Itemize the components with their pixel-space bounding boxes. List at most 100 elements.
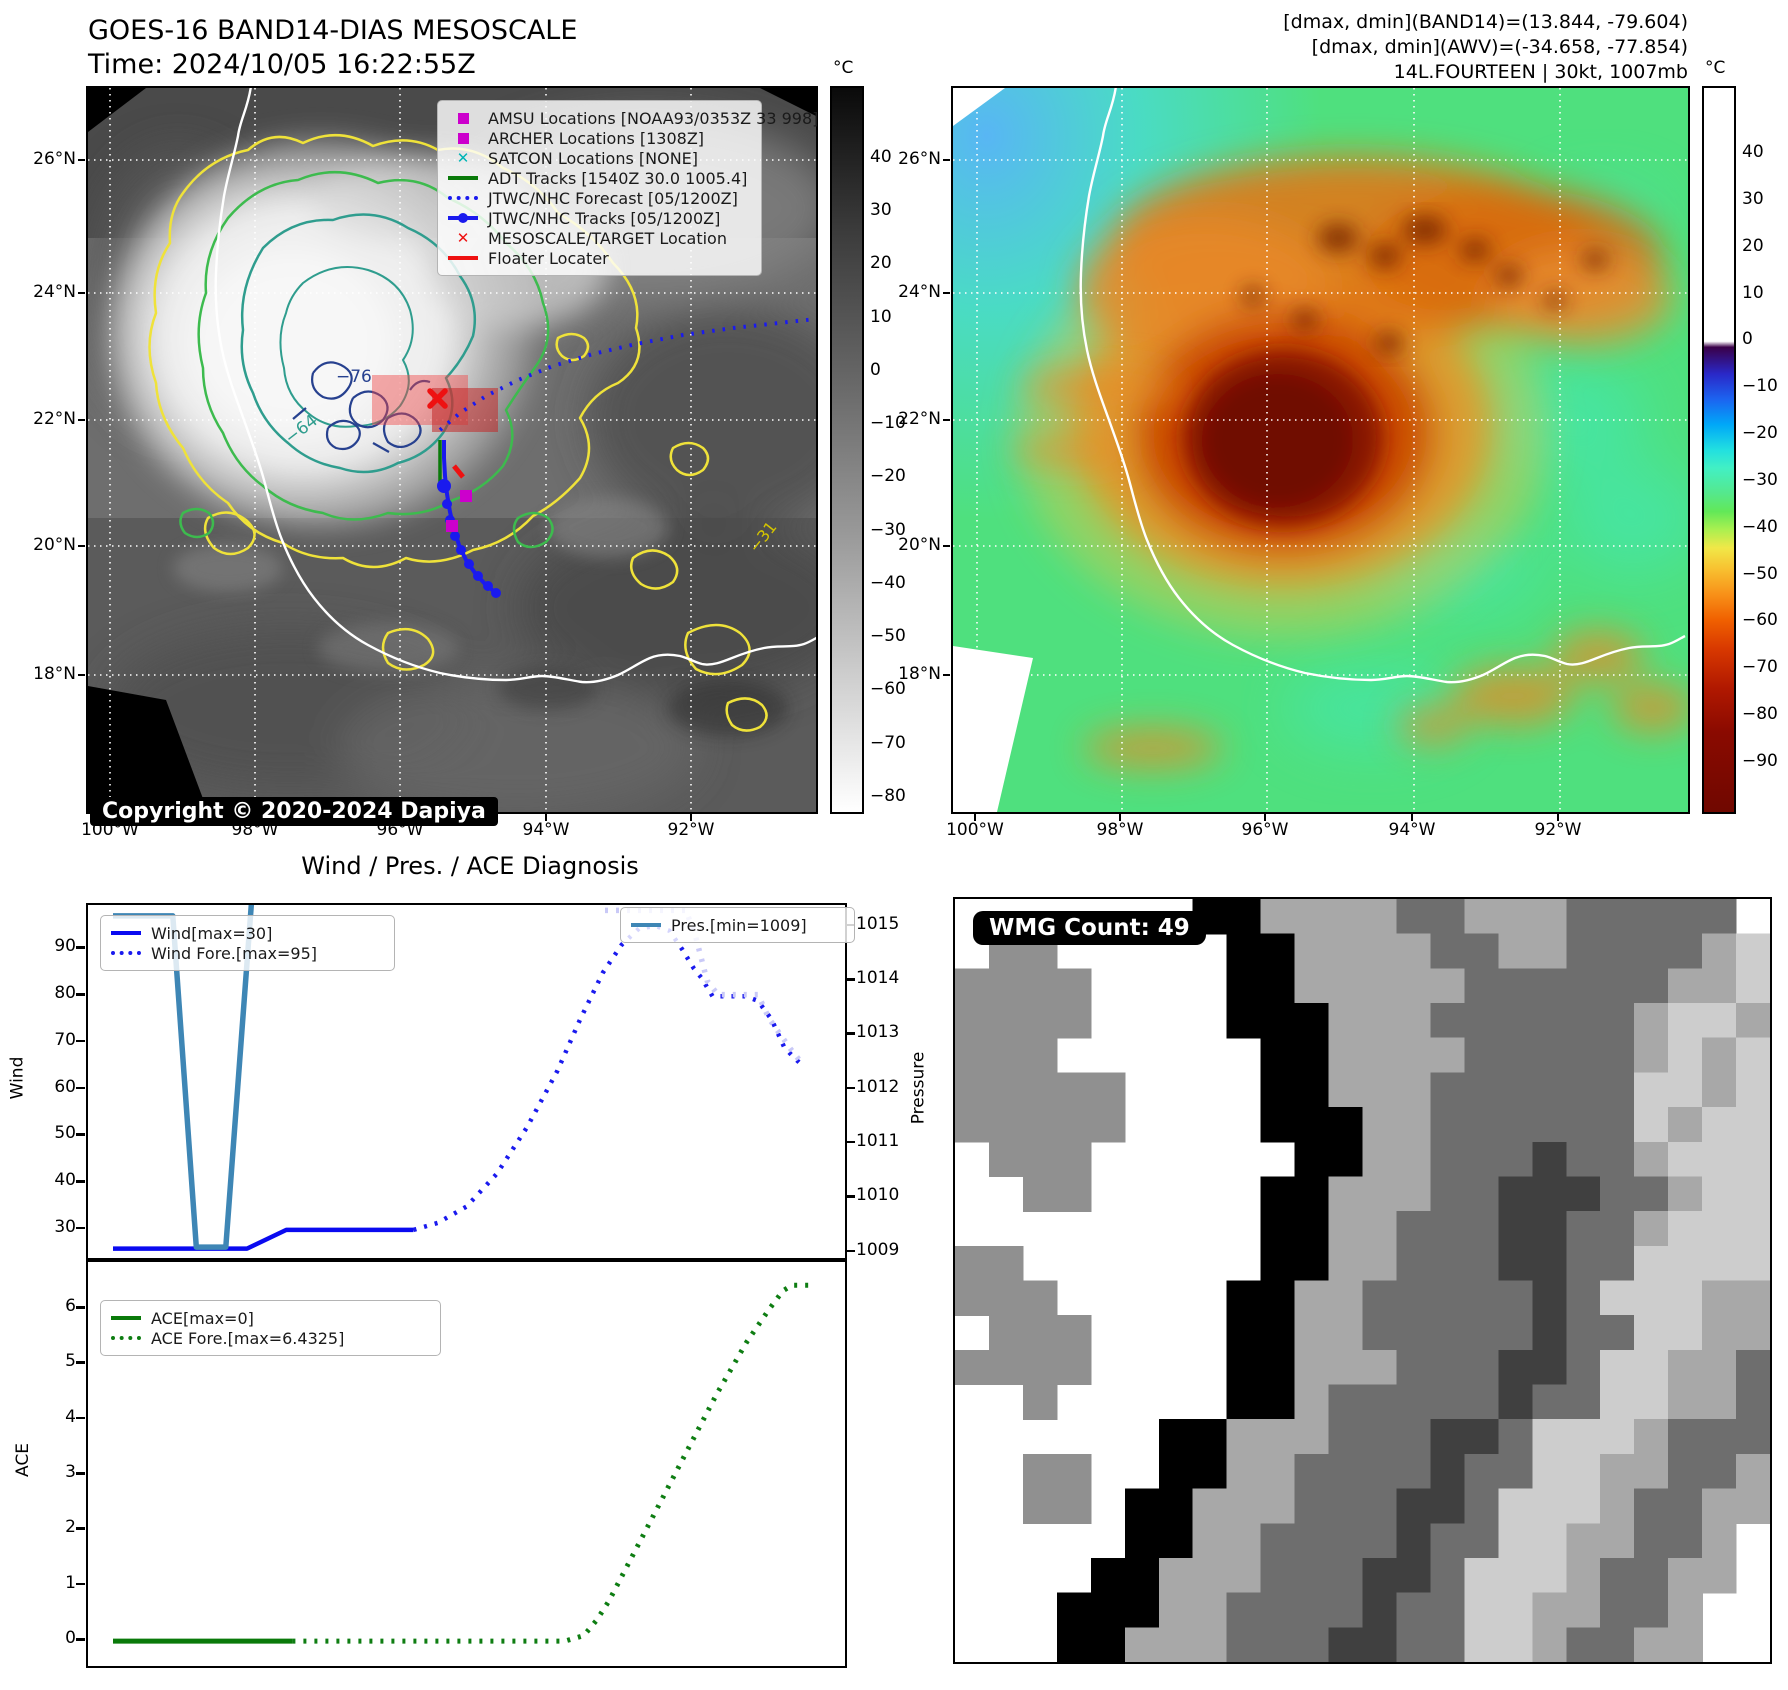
stats-block: [dmax, dmin](BAND14)=(13.844, -79.604) [… xyxy=(1283,10,1688,85)
legend-item-3: ADT Tracks [1540Z 30.0 1005.4] xyxy=(447,168,749,188)
lat-tickmark xyxy=(78,292,85,294)
lat-tick-right: 26°N xyxy=(898,149,941,169)
awv-colorbar-tick: 20 xyxy=(1742,236,1764,256)
lat-tickmark xyxy=(943,545,950,547)
awv-map[interactable] xyxy=(951,86,1690,814)
linedot-icon xyxy=(447,213,479,223)
lat-tick-right: 20°N xyxy=(898,535,941,555)
wmg-pixel-grid xyxy=(955,899,1770,1662)
lon-tick-left: 94°W xyxy=(522,820,570,840)
awv-colorbar-tick: −80 xyxy=(1742,704,1778,724)
lat-tick-left: 22°N xyxy=(33,409,76,429)
wind-ytickmark xyxy=(76,1180,85,1183)
pressure-ytickmark xyxy=(846,1140,855,1144)
wind-ytick: 60 xyxy=(54,1076,76,1097)
wind-fore-legend-label: Wind Fore.[max=95] xyxy=(151,943,317,963)
pres-swatch xyxy=(630,923,662,927)
ace-ytick: 2 xyxy=(65,1517,76,1538)
coastline xyxy=(1079,88,1686,684)
ace-fore-legend-label: ACE Fore.[max=6.4325] xyxy=(151,1328,345,1348)
amsu-location-marker xyxy=(446,520,458,532)
floater-locater xyxy=(452,464,465,479)
wind-ytick: 70 xyxy=(54,1029,76,1050)
ace-legend: ACE[max=0] ACE Fore.[max=6.4325] xyxy=(100,1300,441,1356)
band14-colorbar-tick: −80 xyxy=(870,786,906,806)
lon-tickmark xyxy=(545,814,547,821)
awv-colorbar-tick: −30 xyxy=(1742,470,1778,490)
archer-location-marker xyxy=(460,490,472,502)
legend-item-0: AMSU Locations [NOAA93/0353Z 33 998] xyxy=(447,108,818,128)
lat-tick-left: 18°N xyxy=(33,664,76,684)
wind-ytick: 40 xyxy=(54,1170,76,1191)
pressure-ytickmark xyxy=(846,1195,855,1198)
lat-tickmark xyxy=(943,159,950,161)
lat-tickmark xyxy=(943,292,950,294)
wind-fore-swatch xyxy=(110,951,142,955)
lat-tick-left: 26°N xyxy=(33,149,76,169)
line-icon xyxy=(447,256,479,260)
band14-colorbar-tick: 10 xyxy=(870,307,892,327)
legend-item-label: AMSU Locations [NOAA93/0353Z 33 998] xyxy=(488,108,819,128)
lon-tick-right: 96°W xyxy=(1241,820,1289,840)
pressure-ytick: 1009 xyxy=(856,1239,900,1260)
band14-colorbar-tick: 0 xyxy=(870,360,881,380)
lat-tick-left: 24°N xyxy=(33,282,76,302)
wmg-count-badge: WMG Count: 49 xyxy=(973,911,1206,945)
ace-ytickmark xyxy=(76,1361,85,1364)
band14-colorbar-tick: −60 xyxy=(870,679,906,699)
contour-label-76: −76 xyxy=(336,367,372,387)
awv-colorbar-tick: −10 xyxy=(1742,376,1778,396)
wind-ytick: 80 xyxy=(54,983,76,1004)
series-wind-max-30- xyxy=(113,1227,414,1251)
target-x-icon xyxy=(427,388,448,409)
legend-item-label: JTWC/NHC Forecast [05/1200Z] xyxy=(488,188,738,208)
band14-colorbar xyxy=(830,86,864,814)
band14-colorbar-tick: −70 xyxy=(870,733,906,753)
series-wind-fore-max-95- xyxy=(412,923,805,1233)
wind-ytickmark xyxy=(76,1226,85,1230)
storm-id: 14L.FOURTEEN | 30kt, 1007mb xyxy=(1393,61,1688,84)
pressure-axis-label: Pressure xyxy=(908,1051,929,1125)
pressure-ytick: 1011 xyxy=(856,1130,900,1151)
pressure-ytick: 1013 xyxy=(856,1022,900,1043)
awv-colorbar xyxy=(1702,86,1736,814)
wind-ytickmark xyxy=(76,1133,85,1136)
ace-solid-swatch xyxy=(110,1316,142,1320)
lon-tick-right: 92°W xyxy=(1534,820,1582,840)
wind-axis-label: Wind xyxy=(7,1056,28,1100)
ace-ytick: 6 xyxy=(65,1296,76,1317)
band14-colorbar-tick: 20 xyxy=(870,253,892,273)
band14-colorbar-tick: −20 xyxy=(870,466,906,486)
awv-colorbar-tick: 0 xyxy=(1742,329,1753,349)
legend-item-label: Floater Locater xyxy=(488,248,609,268)
nodata-corner-topleft xyxy=(953,88,1005,126)
pressure-ytickmark xyxy=(846,978,855,981)
dotted-icon xyxy=(447,196,479,200)
ace-ytickmark xyxy=(76,1638,85,1641)
legend-item-label: ARCHER Locations [1308Z] xyxy=(488,128,705,148)
ace-legend-label: ACE[max=0] xyxy=(151,1308,254,1328)
awv-colorbar-tick: −50 xyxy=(1742,564,1778,584)
legend-item-label: ADT Tracks [1540Z 30.0 1005.4] xyxy=(488,168,748,188)
ace-ytickmark xyxy=(76,1472,85,1475)
timestamp: Time: 2024/10/05 16:22:55Z xyxy=(88,48,476,80)
awv-colorbar-tick: −60 xyxy=(1742,610,1778,630)
wind-solid-swatch xyxy=(110,931,142,935)
nodata-corner-topright xyxy=(760,88,816,116)
lon-tickmark xyxy=(1557,814,1559,821)
wind-ytickmark xyxy=(76,946,85,949)
pres-legend: Pres.[min=1009] xyxy=(620,907,855,943)
awv-colorbar-tick: 10 xyxy=(1742,283,1764,303)
awv-colorbar-tick: −90 xyxy=(1742,751,1778,771)
lat-tickmark xyxy=(943,419,950,421)
pressure-ytick: 1012 xyxy=(856,1076,900,1097)
figure-title-block: GOES-16 BAND14-DIAS MESOSCALE Time: 2024… xyxy=(88,14,577,82)
copyright-badge: Copyright © 2020-2024 Dapiya xyxy=(90,797,498,826)
wmg-panel[interactable] xyxy=(953,897,1772,1664)
ace-ytick: 4 xyxy=(65,1406,76,1427)
wind-legend-label: Wind[max=30] xyxy=(151,923,273,943)
wind-legend: Wind[max=30] Wind Fore.[max=95] xyxy=(100,915,395,971)
wind-ytick: 30 xyxy=(54,1216,76,1237)
band14-colorbar-tick: 30 xyxy=(870,200,892,220)
x-icon: ✕ xyxy=(456,228,470,247)
